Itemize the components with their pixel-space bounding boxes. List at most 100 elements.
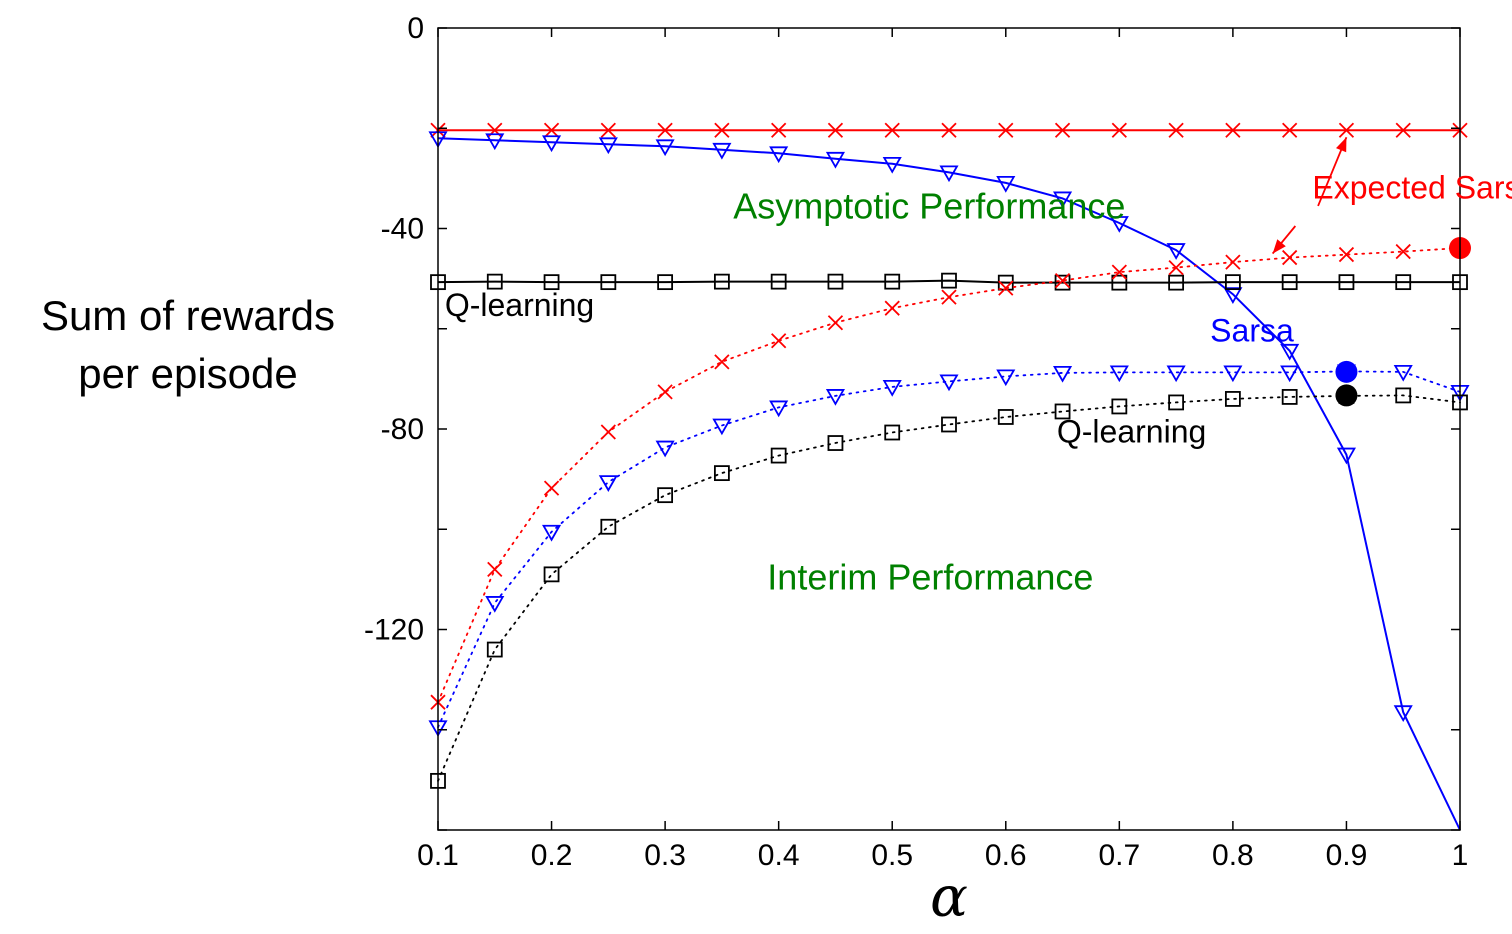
- data-point: [1223, 365, 1243, 383]
- data-point: [827, 122, 844, 138]
- data-point: [1281, 389, 1298, 405]
- data-point: [714, 354, 730, 370]
- chart-labels: Sum of rewards per episode α: [41, 292, 968, 930]
- x-tick-label: 0.4: [758, 839, 800, 872]
- arrow-head: [1272, 239, 1286, 254]
- data-point: [1223, 287, 1243, 304]
- data-point: [827, 273, 844, 290]
- data-point: [825, 389, 845, 406]
- data-point: [1166, 365, 1186, 383]
- annotation-interim-performance: Interim Performance: [767, 556, 1093, 597]
- data-point: [996, 369, 1016, 387]
- data-point: [713, 465, 730, 482]
- data-point: [543, 122, 560, 138]
- x-tick-label: 0.9: [1326, 839, 1368, 872]
- data-point: [882, 156, 902, 174]
- data-point: [939, 374, 959, 392]
- data-point: [1168, 259, 1184, 276]
- series-line: [437, 137, 1461, 831]
- data-point: [997, 409, 1014, 425]
- data-point: [1224, 391, 1241, 407]
- axis-ticks: 0.1 0.2 0.3 0.4 0.5 0.6 0.7 0.8 0.9 1 0 -40 -80 -120: [364, 12, 1468, 872]
- data-point: [941, 122, 957, 138]
- data-point: [1054, 272, 1071, 289]
- data-point: [1393, 364, 1413, 382]
- y-tick-label: -40: [381, 213, 424, 246]
- y-axis-label-line-2: per episode: [78, 350, 298, 397]
- data-point: [941, 272, 957, 289]
- plot-frame: [437, 27, 1461, 831]
- data-point: [600, 518, 617, 535]
- data-point: [1282, 249, 1298, 266]
- highlight-point-q-learning: [1335, 384, 1358, 407]
- data-point: [1393, 705, 1413, 723]
- data-point: [882, 379, 902, 397]
- data-point: [1395, 122, 1411, 138]
- data-point: [884, 424, 901, 441]
- data-point: [1168, 122, 1184, 138]
- data-point: [1111, 398, 1128, 415]
- data-point: [542, 135, 562, 153]
- data-point: [825, 151, 845, 169]
- data-point: [1054, 403, 1071, 420]
- annotation-arrow: [1317, 136, 1348, 207]
- data-point: [884, 122, 900, 138]
- annotation-sarsa: Sarsa: [1210, 312, 1294, 348]
- data-point: [1338, 246, 1355, 263]
- y-axis-label-line-1: Sum of rewards: [41, 292, 335, 339]
- data-point: [769, 400, 789, 418]
- data-point: [1053, 365, 1073, 383]
- data-point: [941, 289, 957, 305]
- data-point: [1280, 343, 1300, 361]
- data-point: [600, 122, 616, 138]
- data-point: [884, 273, 901, 290]
- data-point: [657, 384, 673, 400]
- data-point: [1166, 243, 1186, 260]
- data-point: [827, 315, 844, 331]
- data-point: [655, 139, 675, 157]
- x-tick-label: 0.6: [985, 839, 1027, 872]
- data-point: [657, 274, 674, 291]
- chart-marks: [428, 122, 1471, 831]
- data-point: [998, 280, 1014, 296]
- data-point: [598, 137, 618, 155]
- x-tick-label: 0.7: [1098, 839, 1140, 872]
- chart-annotations: Asymptotic Performance Interim Performanc…: [445, 136, 1512, 597]
- data-point: [1111, 274, 1128, 291]
- data-point: [713, 273, 730, 290]
- data-point: [770, 447, 787, 464]
- data-point: [1338, 122, 1355, 138]
- data-point: [1395, 243, 1411, 260]
- data-point: [1395, 387, 1412, 404]
- data-point: [1282, 122, 1298, 138]
- x-tick-label: 0.1: [417, 839, 459, 872]
- data-point: [941, 416, 957, 433]
- y-tick-label: -120: [364, 614, 424, 647]
- x-axis-label: α: [930, 865, 968, 930]
- data-point: [771, 333, 787, 349]
- data-point: [714, 122, 730, 138]
- data-point: [884, 300, 900, 316]
- data-point: [769, 146, 789, 164]
- data-point: [1054, 274, 1071, 291]
- y-tick-label: -80: [381, 413, 424, 446]
- series-asymptotic-sarsa: [428, 131, 1461, 831]
- series-interim-sarsa: [428, 364, 1470, 738]
- data-point: [1054, 122, 1071, 138]
- data-point: [598, 475, 618, 492]
- annotation-arrow: [1271, 225, 1297, 255]
- data-point: [770, 273, 787, 290]
- x-tick-label: 0.5: [871, 839, 913, 872]
- data-point: [712, 418, 732, 436]
- annotation-expected-sarsa: Expected Sarsa: [1312, 169, 1512, 205]
- data-point: [486, 641, 503, 658]
- data-point: [600, 424, 616, 440]
- annotation-asymptotic-performance: Asymptotic Performance: [733, 185, 1125, 226]
- data-point: [1168, 274, 1185, 291]
- data-point: [1053, 191, 1073, 209]
- data-point: [543, 274, 560, 291]
- data-point: [543, 480, 560, 496]
- data-point: [1109, 365, 1129, 383]
- data-point: [712, 142, 732, 160]
